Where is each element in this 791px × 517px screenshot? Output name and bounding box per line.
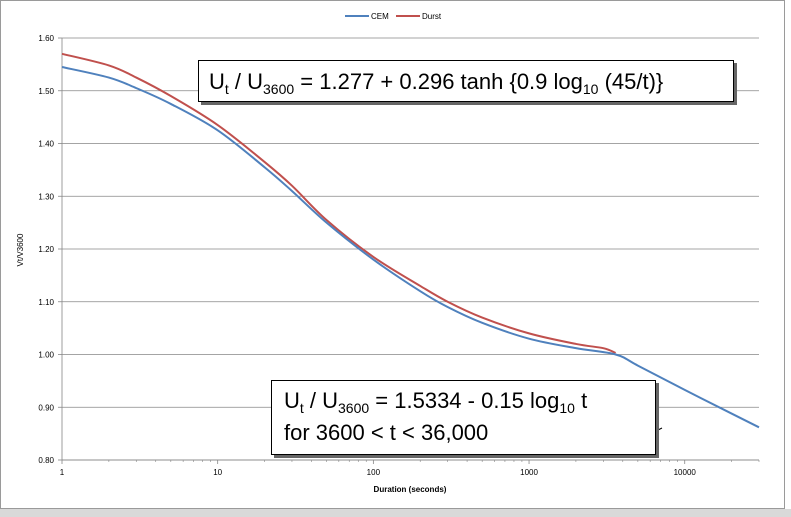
series-line-cem <box>61 66 760 429</box>
y-tick-label: 1.00 <box>38 351 54 360</box>
tick-labels: 0.80 0.90 1.00 1.10 1.20 1.30 1.40 1.50 1.60 1 10 1… <box>38 34 696 477</box>
x-tick-label: 100 <box>367 468 381 477</box>
y-axis-title: Vt/V3600 <box>16 233 25 266</box>
window-bottom-strip <box>0 509 791 517</box>
eq2-mid: / U <box>303 388 339 413</box>
eq2-sub-t: t <box>299 400 304 416</box>
eq1-sub-3600: 3600 <box>263 81 295 97</box>
eq2-line2: for 3600 < t < 36,000 <box>284 420 489 445</box>
eq2-tail: t <box>574 388 588 413</box>
equation-cem-box: Ut / U3600 = 1.5334 - 0.15 log10 t for 3… <box>271 380 656 455</box>
eq1-base: U <box>209 69 225 94</box>
annotation-connector <box>655 427 663 432</box>
legend: CEM Durst <box>345 12 442 21</box>
legend-label-cem: CEM <box>371 12 389 21</box>
eq2-sub-3600: 3600 <box>338 400 370 416</box>
eq1-mid: / U <box>228 69 264 94</box>
eq2-line1: Ut / U3600 = 1.5334 - 0.15 log10 t <box>284 385 655 417</box>
equation-durst-box: Ut / U3600 = 1.277 + 0.296 tanh {0.9 log… <box>198 60 734 102</box>
axes <box>58 37 760 464</box>
x-tick-label: 1 <box>60 468 65 477</box>
x-tick-label: 10 <box>213 468 222 477</box>
eq2-sub-10: 10 <box>559 400 575 416</box>
x-tick-label: 1000 <box>520 468 538 477</box>
y-tick-label: 1.50 <box>38 87 54 96</box>
series-lines <box>61 52 760 432</box>
y-tick-label: 0.80 <box>38 456 54 465</box>
x-axis-title: Duration (seconds) <box>374 485 447 494</box>
y-tick-label: 1.10 <box>38 298 54 307</box>
eq2-base: U <box>284 388 300 413</box>
y-tick-label: 1.20 <box>38 245 54 254</box>
eq1-sub-t: t <box>224 81 229 97</box>
eq1-rest: = 1.277 + 0.296 tanh {0.9 log <box>294 69 583 94</box>
eq2-rest: = 1.5334 - 0.15 log <box>369 388 560 413</box>
x-tick-label: 10000 <box>674 468 697 477</box>
y-tick-label: 1.60 <box>38 34 54 43</box>
eq1-sub-10: 10 <box>582 81 599 97</box>
eq1-tail: (45/t)} <box>598 69 664 94</box>
y-tick-label: 1.30 <box>38 192 54 201</box>
y-tick-label: 1.40 <box>38 140 54 149</box>
legend-label-durst: Durst <box>422 12 442 21</box>
series-line-durst <box>61 52 617 354</box>
y-tick-label: 0.90 <box>38 403 54 412</box>
